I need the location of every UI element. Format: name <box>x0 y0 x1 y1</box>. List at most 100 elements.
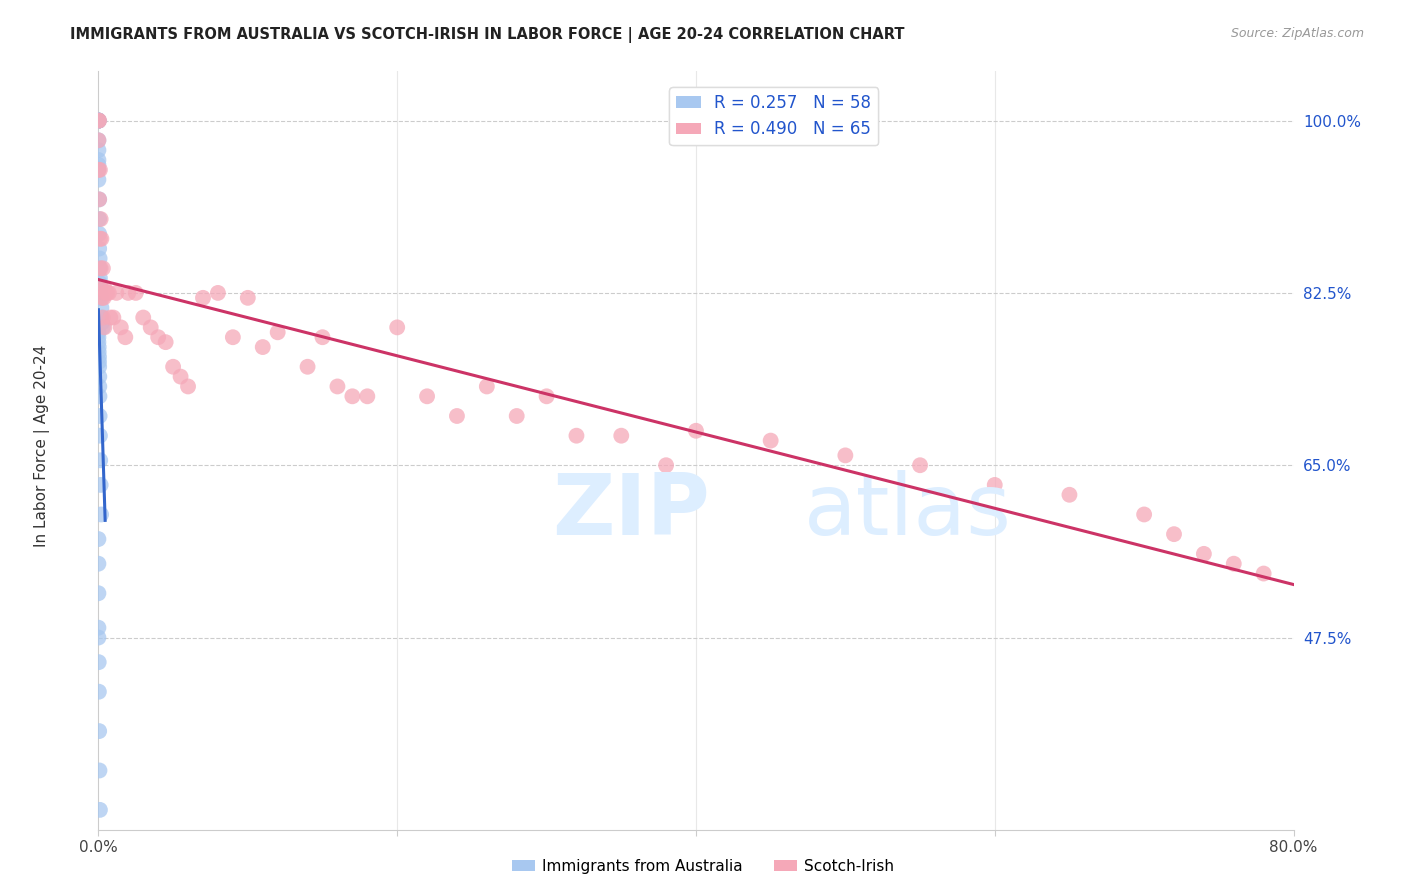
Point <box>87 586 110 600</box>
Point <box>89 276 111 290</box>
Point <box>177 379 200 393</box>
Point <box>87 113 110 128</box>
Point <box>89 162 111 177</box>
Point <box>87 113 110 128</box>
Point <box>89 212 111 227</box>
Point <box>87 113 110 128</box>
Point <box>89 227 111 241</box>
Point <box>87 143 110 157</box>
Point <box>90 508 112 522</box>
Point <box>87 158 110 172</box>
Point <box>89 764 111 778</box>
Point <box>97 285 120 300</box>
Point <box>87 162 110 177</box>
Point <box>87 153 110 167</box>
Point <box>311 330 333 344</box>
Point <box>103 310 125 325</box>
Point <box>87 684 110 698</box>
Point <box>87 557 110 571</box>
Point <box>105 285 128 300</box>
Point <box>416 389 439 403</box>
Point <box>87 113 110 128</box>
Point <box>89 453 111 467</box>
Point <box>90 291 112 305</box>
Point <box>96 285 118 300</box>
Point <box>685 424 707 438</box>
Point <box>1253 566 1275 581</box>
Point <box>252 340 274 354</box>
Point <box>91 261 114 276</box>
Point <box>87 355 110 369</box>
Point <box>90 310 112 325</box>
Point <box>91 315 114 329</box>
Point <box>87 113 110 128</box>
Point <box>89 409 111 423</box>
Point <box>89 261 111 276</box>
Text: ZIP: ZIP <box>553 469 710 553</box>
Point <box>342 389 364 403</box>
Point <box>90 261 112 276</box>
Point <box>87 162 110 177</box>
Legend: R = 0.257   N = 58, R = 0.490   N = 65: R = 0.257 N = 58, R = 0.490 N = 65 <box>669 87 877 145</box>
Point <box>87 113 110 128</box>
Point <box>90 478 112 492</box>
Point <box>114 330 136 344</box>
Point <box>87 113 110 128</box>
Point <box>1223 557 1246 571</box>
Point <box>87 133 110 147</box>
Point <box>536 389 558 403</box>
Point <box>87 113 110 128</box>
Text: In Labor Force | Age 20-24: In Labor Force | Age 20-24 <box>34 345 51 547</box>
Point <box>1059 488 1081 502</box>
Point <box>87 621 110 635</box>
Point <box>207 285 229 300</box>
Point <box>89 389 111 403</box>
Point <box>87 330 110 344</box>
Text: IMMIGRANTS FROM AUSTRALIA VS SCOTCH-IRISH IN LABOR FORCE | AGE 20-24 CORRELATION: IMMIGRANTS FROM AUSTRALIA VS SCOTCH-IRIS… <box>70 27 905 43</box>
Point <box>89 281 111 295</box>
Text: Source: ZipAtlas.com: Source: ZipAtlas.com <box>1230 27 1364 40</box>
Point <box>90 232 112 246</box>
Point <box>87 532 110 546</box>
Point <box>90 301 112 315</box>
Point <box>87 335 110 350</box>
Point <box>169 369 191 384</box>
Point <box>89 724 111 739</box>
Point <box>87 113 110 128</box>
Point <box>89 428 111 442</box>
Point <box>91 291 114 305</box>
Point <box>148 330 170 344</box>
Point <box>117 285 139 300</box>
Point <box>87 631 110 645</box>
Point <box>297 359 319 374</box>
Point <box>222 330 245 344</box>
Point <box>506 409 529 423</box>
Point <box>89 242 111 256</box>
Point <box>1192 547 1215 561</box>
Point <box>87 172 110 186</box>
Point <box>90 212 112 227</box>
Point <box>356 389 378 403</box>
Point <box>267 326 290 340</box>
Point <box>94 285 117 300</box>
Point <box>87 133 110 147</box>
Point <box>110 320 132 334</box>
Point <box>93 281 115 295</box>
Point <box>385 320 409 334</box>
Point <box>132 310 155 325</box>
Point <box>87 113 110 128</box>
Legend: Immigrants from Australia, Scotch-Irish: Immigrants from Australia, Scotch-Irish <box>506 853 900 880</box>
Point <box>93 320 115 334</box>
Point <box>326 379 349 393</box>
Point <box>89 285 111 300</box>
Point <box>139 320 162 334</box>
Point <box>91 320 114 334</box>
Point <box>87 340 110 354</box>
Point <box>655 458 678 473</box>
Point <box>91 310 114 325</box>
Point <box>191 291 214 305</box>
Point <box>89 113 111 128</box>
Point <box>834 449 856 463</box>
Point <box>610 428 633 442</box>
Point <box>89 359 111 374</box>
